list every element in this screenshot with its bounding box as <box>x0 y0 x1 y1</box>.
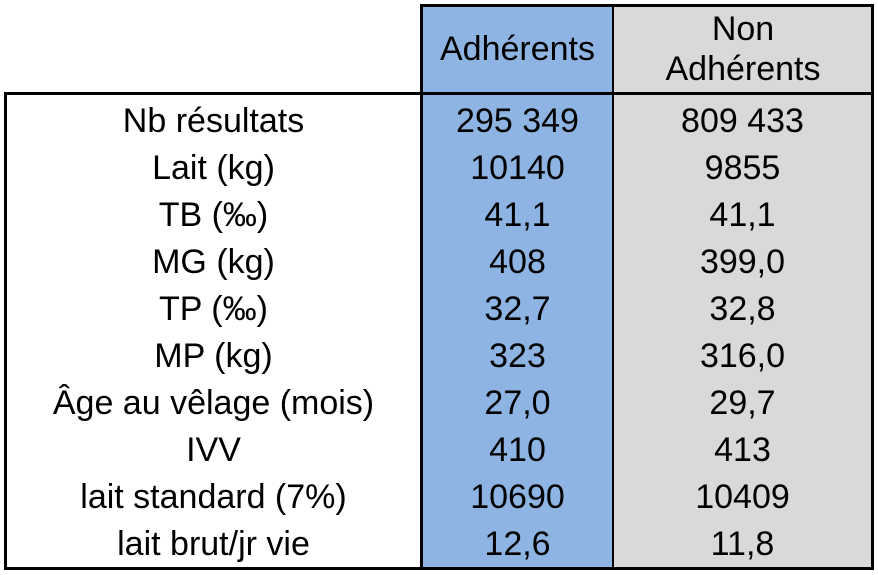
row-label: lait brut/jr vie <box>117 524 310 563</box>
row-adherents-value: 41,1 <box>484 195 551 234</box>
header-adherents: Adhérents <box>440 30 595 68</box>
row-non-adherents-value: 41,1 <box>709 195 776 234</box>
header-non-adherents-line1: Non <box>711 10 775 48</box>
row-label: lait standard (7%) <box>80 477 347 516</box>
column-divider-middle <box>612 4 614 570</box>
table-bottom-border <box>4 567 874 570</box>
row-non-adherents-value: 809 433 <box>681 101 804 140</box>
row-non-adherents-value: 413 <box>714 430 771 469</box>
row-non-adherents-value: 29,7 <box>709 383 776 422</box>
table-left-border <box>4 92 7 570</box>
row-label: MP (kg) <box>154 336 273 375</box>
row-label: Nb résultats <box>122 101 305 140</box>
row-label: IVV <box>186 430 241 469</box>
row-label: Lait (kg) <box>152 148 275 187</box>
column-divider-left <box>420 4 423 570</box>
header-non-adherents: Non Adhérents <box>614 5 872 93</box>
header-non-adherents-line2: Adhérents <box>665 50 821 88</box>
row-label: Âge au vêlage (mois) <box>52 383 375 422</box>
row-non-adherents-value: 11,8 <box>710 524 775 563</box>
table-right-border <box>871 4 874 570</box>
row-non-adherents-value: 9855 <box>704 148 781 187</box>
row-adherents-value: 12,6 <box>484 524 551 563</box>
row-label: MG (kg) <box>152 242 275 281</box>
row-label: TP (‰) <box>159 289 268 328</box>
row-adherents-value: 32,7 <box>484 289 551 328</box>
non-adherents-column-background <box>614 5 872 568</box>
row-label: TB (‰) <box>158 195 269 234</box>
row-adherents-value: 323 <box>489 336 546 375</box>
adherents-column-background <box>421 5 614 568</box>
row-non-adherents-value: 32,8 <box>709 289 776 328</box>
row-non-adherents-value: 10409 <box>695 477 790 516</box>
row-adherents-value: 295 349 <box>456 101 579 140</box>
header-bottom-border <box>4 92 874 95</box>
header-top-border <box>420 4 874 7</box>
row-adherents-value: 408 <box>489 242 546 281</box>
row-non-adherents-value: 316,0 <box>699 336 786 375</box>
row-adherents-value: 410 <box>489 430 546 469</box>
row-adherents-value: 10690 <box>470 477 565 516</box>
row-non-adherents-value: 399,0 <box>699 242 786 281</box>
row-adherents-value: 27,0 <box>484 383 551 422</box>
row-adherents-value: 10140 <box>470 148 565 187</box>
